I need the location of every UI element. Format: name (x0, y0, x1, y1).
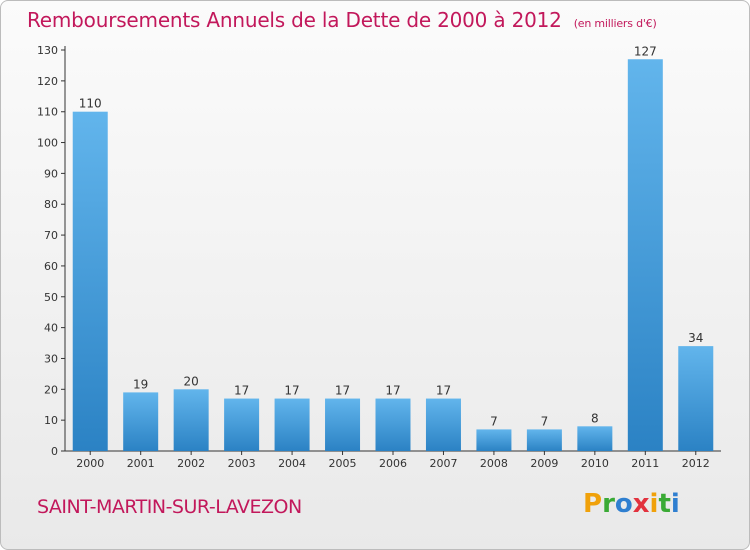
bar (325, 398, 361, 451)
x-tick-label: 2012 (682, 457, 710, 470)
chart-title-text: Remboursements Annuels de la Dette de 20… (27, 8, 562, 32)
bar (123, 392, 159, 451)
y-tick-label: 130 (37, 44, 58, 57)
bar (72, 111, 108, 451)
data-label: 7 (490, 414, 498, 428)
logo-letter: r (602, 489, 615, 519)
y-tick-label: 90 (44, 167, 58, 180)
bar (476, 429, 512, 451)
y-tick-label: 60 (44, 260, 58, 273)
data-label: 17 (284, 384, 299, 398)
x-tick-label: 2002 (177, 457, 205, 470)
bar (173, 389, 209, 451)
commune-name: SAINT-MARTIN-SUR-LAVEZON (37, 496, 302, 518)
y-tick-label: 80 (44, 198, 58, 211)
logo-letter: i (670, 489, 680, 519)
y-tick-label: 40 (44, 322, 58, 335)
y-tick-label: 30 (44, 352, 58, 365)
y-tick-label: 120 (37, 75, 58, 88)
x-tick-label: 2011 (631, 457, 659, 470)
bar (627, 59, 663, 451)
data-label: 17 (335, 384, 350, 398)
data-label: 17 (385, 384, 400, 398)
chart-title: Remboursements Annuels de la Dette de 20… (27, 8, 657, 32)
data-label: 7 (541, 414, 549, 428)
x-tick-label: 2006 (379, 457, 407, 470)
y-tick-label: 0 (51, 445, 58, 458)
x-tick-label: 2003 (228, 457, 256, 470)
y-tick-label: 70 (44, 229, 58, 242)
data-label: 19 (133, 377, 148, 391)
bar (577, 426, 613, 451)
bar (425, 398, 461, 451)
y-tick-label: 50 (44, 291, 58, 304)
x-tick-label: 2001 (127, 457, 155, 470)
x-tick-label: 2000 (76, 457, 104, 470)
logo-letter: o (614, 489, 633, 519)
logo-letter: i (649, 489, 659, 519)
chart-unit-note: (en milliers d'€) (573, 17, 657, 30)
y-tick-label: 10 (44, 414, 58, 427)
x-tick-label: 2009 (530, 457, 558, 470)
data-label: 17 (234, 384, 249, 398)
data-label: 8 (591, 411, 599, 425)
bar (678, 346, 714, 451)
y-tick-label: 100 (37, 137, 58, 150)
y-tick-label: 20 (44, 383, 58, 396)
x-tick-label: 2008 (480, 457, 508, 470)
data-label: 34 (688, 331, 703, 345)
bar (526, 429, 562, 451)
x-tick-label: 2007 (429, 457, 457, 470)
data-label: 17 (436, 384, 451, 398)
logo-letter: x (632, 489, 650, 519)
logo-letter: P (583, 489, 603, 519)
data-label: 127 (634, 44, 657, 58)
data-label: 110 (79, 97, 102, 111)
bar (274, 398, 310, 451)
bar (224, 398, 260, 451)
x-tick-label: 2005 (329, 457, 357, 470)
y-tick-label: 110 (37, 106, 58, 119)
x-tick-label: 2004 (278, 457, 306, 470)
logo-letter: t (658, 489, 671, 519)
x-tick-label: 2010 (581, 457, 609, 470)
bar (375, 398, 411, 451)
data-label: 20 (184, 374, 199, 388)
proxiti-logo: Proxiti (583, 489, 680, 519)
